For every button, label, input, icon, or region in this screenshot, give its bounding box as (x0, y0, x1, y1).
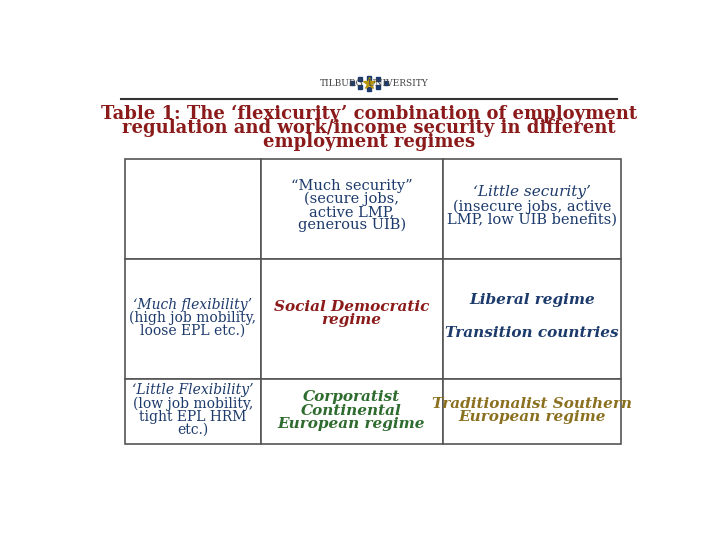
Text: European regime: European regime (278, 417, 426, 430)
Text: “Much security”: “Much security” (291, 179, 413, 193)
Text: active LMP,: active LMP, (309, 205, 394, 219)
Text: Continental: Continental (301, 403, 402, 417)
Text: Liberal regime: Liberal regime (469, 293, 595, 307)
Text: regime: regime (322, 313, 382, 327)
Text: loose EPL etc.): loose EPL etc.) (140, 323, 246, 338)
Bar (443, 379, 621, 444)
Text: ‘Little Flexibility’: ‘Little Flexibility’ (132, 383, 253, 397)
Bar (125, 379, 261, 444)
Text: Corporatist: Corporatist (303, 390, 400, 404)
Bar (443, 159, 621, 259)
Bar (261, 159, 443, 259)
Bar (125, 159, 261, 259)
Text: (secure jobs,: (secure jobs, (304, 192, 399, 206)
Bar (261, 259, 443, 379)
Text: tight EPL HRM: tight EPL HRM (139, 410, 246, 424)
Text: UNIVERSITY: UNIVERSITY (368, 79, 429, 88)
Text: Transition countries: Transition countries (445, 326, 618, 340)
Text: LMP, low UIB benefits): LMP, low UIB benefits) (446, 213, 617, 227)
Text: regulation and work/income security in different: regulation and work/income security in d… (122, 119, 616, 137)
Text: Social Democratic: Social Democratic (274, 300, 429, 314)
Text: ‘Little security’: ‘Little security’ (473, 185, 590, 199)
Text: Traditionalist Southern: Traditionalist Southern (432, 396, 631, 410)
Text: generous UIB): generous UIB) (297, 218, 405, 232)
Text: (high job mobility,: (high job mobility, (129, 311, 256, 325)
Bar (261, 379, 443, 444)
Bar (125, 259, 261, 379)
Bar (443, 259, 621, 379)
Text: etc.): etc.) (177, 423, 208, 437)
Text: Table 1: The ‘flexicurity’ combination of employment: Table 1: The ‘flexicurity’ combination o… (101, 105, 637, 123)
Text: (insecure jobs, active: (insecure jobs, active (453, 199, 611, 214)
Text: ‘Much flexibility’: ‘Much flexibility’ (133, 298, 252, 312)
Text: TILBURG: TILBURG (320, 79, 364, 88)
Text: European regime: European regime (458, 410, 606, 424)
Text: employment regimes: employment regimes (263, 133, 475, 151)
Text: (low job mobility,: (low job mobility, (132, 396, 253, 411)
